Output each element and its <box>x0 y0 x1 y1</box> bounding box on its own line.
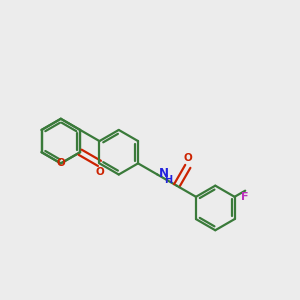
Text: N: N <box>158 167 169 180</box>
Text: O: O <box>95 167 104 177</box>
Text: O: O <box>56 158 65 168</box>
Text: O: O <box>183 153 192 164</box>
Text: H: H <box>164 175 172 184</box>
Text: F: F <box>242 192 249 202</box>
